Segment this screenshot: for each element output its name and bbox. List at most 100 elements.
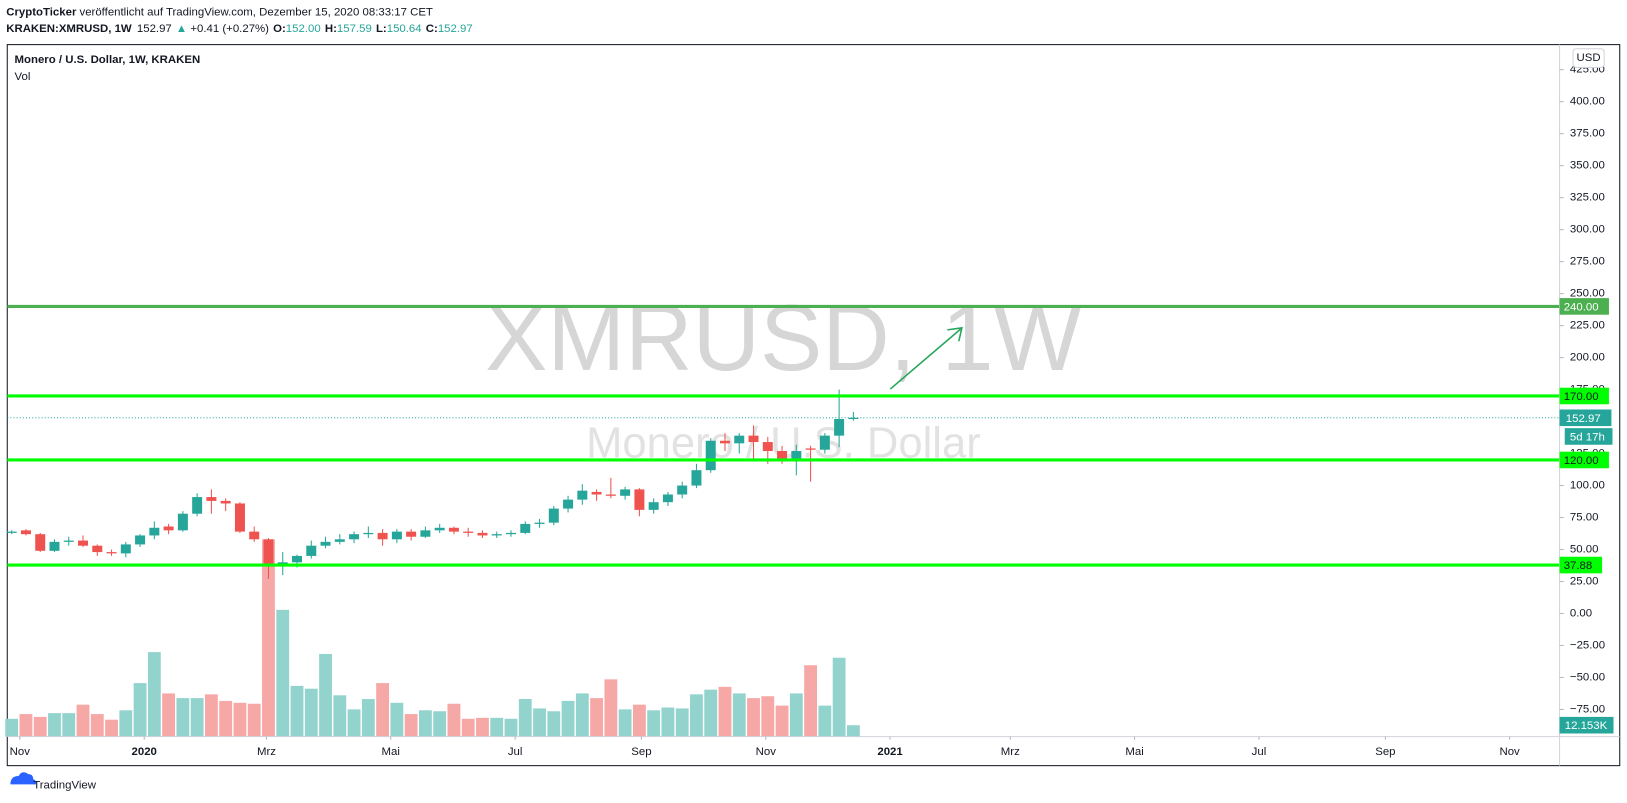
y-tick-label: 75.00	[1570, 512, 1599, 524]
candle-body	[762, 442, 773, 452]
y-tick-label: 400.00	[1570, 96, 1605, 108]
volume-bar	[133, 683, 147, 737]
logo[interactable]	[10, 772, 37, 785]
volume-bar	[618, 709, 632, 737]
candle-body	[477, 532, 488, 536]
x-tick-label: Nov	[1499, 746, 1520, 758]
volume-bar	[604, 679, 618, 737]
level-label-box	[1559, 451, 1609, 469]
volume-bar	[176, 698, 190, 737]
h: H:	[325, 23, 337, 35]
candle-body	[391, 531, 402, 540]
y-tick-label: 0.00	[1570, 608, 1592, 620]
countdown-box	[1564, 428, 1613, 445]
volume-bar	[361, 699, 375, 737]
chart-frame	[6, 44, 1621, 767]
volume-bar	[119, 710, 133, 737]
volume-bar	[533, 708, 546, 737]
x-tick-label: Nov	[756, 746, 777, 758]
legend-volume: Vol	[15, 71, 31, 83]
o: O:	[273, 23, 286, 35]
volume-bar	[818, 705, 832, 737]
y-tick-label: 375.00	[1570, 128, 1605, 140]
candle-body	[491, 534, 502, 536]
candle-body	[648, 502, 659, 510]
volume-bar	[105, 719, 118, 737]
level-label: 240.00	[1564, 301, 1599, 313]
volume-bar	[575, 693, 589, 737]
volume-bar	[76, 704, 90, 737]
open: 152.00	[286, 23, 321, 35]
author: CryptoTicker	[6, 6, 77, 18]
y-tick-label: −50.00	[1570, 672, 1605, 684]
candle-body	[734, 435, 745, 444]
candle-body	[705, 440, 716, 471]
candle-body	[120, 544, 131, 554]
candle-body	[662, 494, 673, 503]
candle-body	[677, 485, 688, 495]
last-price-label: 152.97	[1566, 413, 1601, 425]
volume-bar	[518, 699, 532, 737]
volume-bar	[390, 702, 404, 737]
watermark: XMRUSD, 1W	[485, 285, 1082, 390]
volume-bar	[433, 711, 447, 737]
candle-body	[577, 490, 588, 500]
volume-bar	[747, 698, 760, 737]
volume-bar	[447, 703, 461, 737]
candle-body	[691, 470, 702, 486]
candle-body	[249, 531, 260, 540]
volume-bar	[704, 689, 718, 737]
y-tick-label: 425.00	[1570, 64, 1605, 76]
candle-body	[534, 522, 545, 524]
volume-bar	[204, 694, 218, 737]
volume-bar	[290, 685, 304, 737]
candle-body	[106, 552, 117, 554]
volume-bar	[90, 714, 104, 737]
candle-body	[634, 489, 645, 510]
y-tick-label: −75.00	[1570, 703, 1605, 715]
y-tick-label: 275.00	[1570, 256, 1605, 268]
high: 157.59	[337, 23, 372, 35]
volume-bar	[647, 710, 661, 737]
candle-body	[334, 539, 345, 542]
x-tick-label: Mrz	[1001, 746, 1020, 758]
candle-body	[719, 440, 730, 444]
candle-body	[20, 530, 31, 535]
level-label: 170.00	[1564, 391, 1599, 403]
volume-bar	[276, 609, 290, 737]
candle-body	[78, 540, 89, 546]
arrow-annotation	[889, 326, 963, 390]
currency: USD	[1577, 52, 1601, 64]
volume-bar	[262, 539, 275, 737]
y-tick-label: 250.00	[1570, 288, 1605, 300]
level-label-box	[1559, 556, 1603, 574]
level-label-box	[1559, 298, 1609, 315]
volume-bar	[561, 700, 575, 737]
arrow-head	[947, 326, 963, 342]
candle-body	[363, 532, 374, 535]
change: +0.41 (+0.27%)	[190, 23, 269, 35]
x-tick-label: Mai	[1125, 746, 1143, 758]
volume-bar	[804, 665, 818, 737]
footer-brand[interactable]: TradingView	[33, 779, 97, 791]
volume-bar	[304, 688, 318, 737]
currency-box	[1572, 48, 1605, 68]
candle-body	[263, 539, 274, 567]
volume-label: 12.153K	[1565, 720, 1608, 732]
candle-body	[805, 448, 816, 450]
volume-bar	[190, 698, 204, 737]
volume-bar	[718, 686, 732, 737]
candle-body	[563, 499, 574, 509]
candle-body	[192, 497, 203, 514]
volume-bar	[376, 683, 390, 737]
candle-body	[35, 534, 46, 551]
candle-body	[63, 540, 74, 542]
level-label: 37.88	[1564, 560, 1593, 572]
candle-body	[6, 531, 17, 533]
header-line-1: CryptoTicker veröffentlicht auf TradingVi…	[6, 6, 433, 18]
volume-bar	[476, 717, 489, 737]
volume-bar	[62, 713, 76, 737]
x-tick-label: Sep	[631, 746, 651, 758]
